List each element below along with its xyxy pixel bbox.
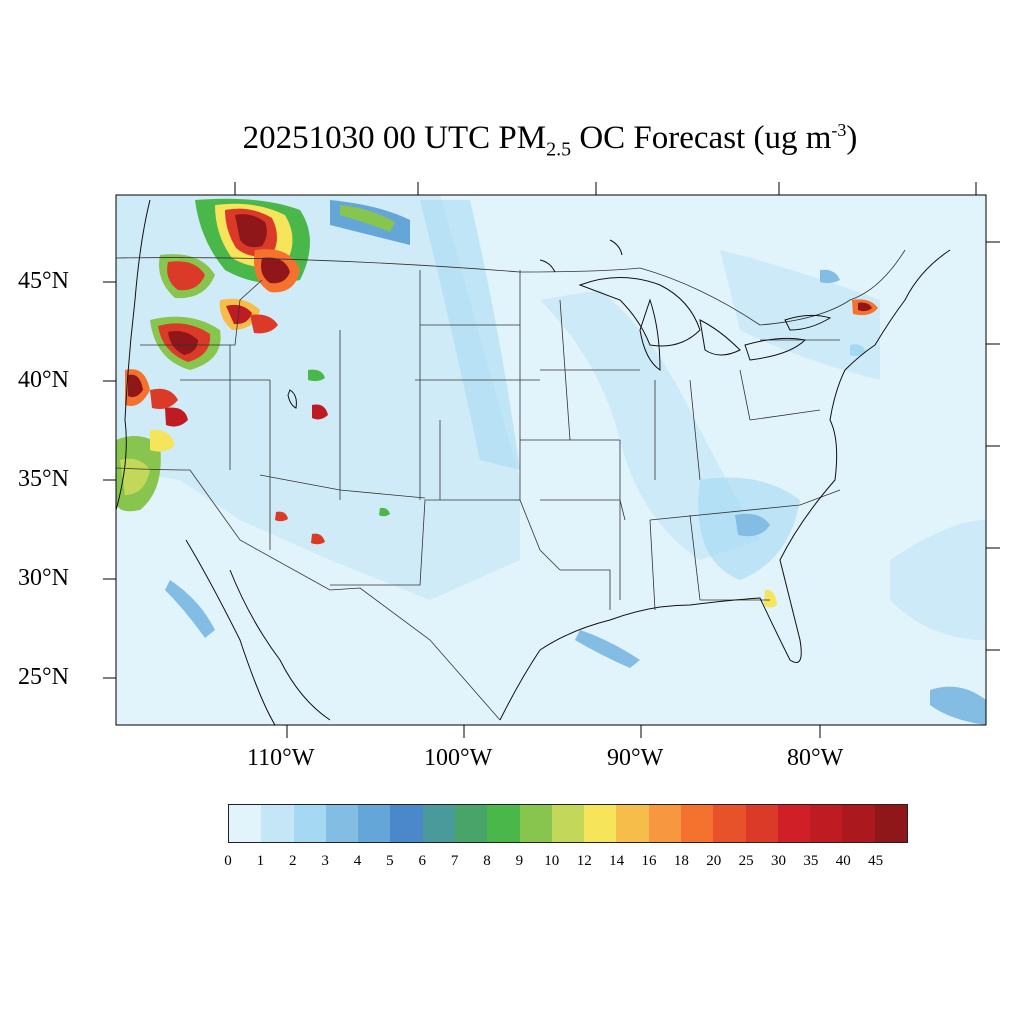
colorbar-swatch <box>777 805 811 842</box>
colorbar-swatch <box>293 805 326 842</box>
colorbar-tick-label: 2 <box>289 853 297 869</box>
title-superscript: -3 <box>831 120 847 140</box>
colorbar-swatch <box>648 805 681 842</box>
colorbar-tick-label: 0 <box>224 853 232 869</box>
colorbar-swatch <box>713 805 746 842</box>
lat-label-25: 25°N <box>18 664 69 690</box>
colorbar-swatch <box>810 805 843 842</box>
colorbar-tick-label: 3 <box>321 853 329 869</box>
colorbar-swatch <box>487 805 520 842</box>
colorbar-tick-label: 5 <box>386 853 394 869</box>
lon-label-90: 90°W <box>607 745 664 771</box>
colorbar-swatch <box>874 805 907 842</box>
colorbar-swatch <box>229 805 262 842</box>
colorbar-swatch <box>358 805 391 842</box>
colorbar-labels: 0 1 2 3 4 5 6 7 8 9 10 12 14 16 18 20 25 30 35 40 45 <box>0 853 1024 875</box>
colorbar-tick-label: 25 <box>738 853 754 869</box>
lon-label-80: 80°W <box>787 745 844 771</box>
title-prefix: 20251030 00 UTC PM <box>242 120 547 156</box>
colorbar-swatch <box>680 805 714 842</box>
colorbar-tick-label: 1 <box>256 853 265 869</box>
map-field <box>116 195 986 725</box>
title-middle: OC Forecast (ug m <box>571 120 832 156</box>
colorbar-swatch <box>261 805 294 842</box>
colorbar-swatch <box>584 805 617 842</box>
colorbar-tick-label: 20 <box>706 853 722 869</box>
colorbar-tick-label: 14 <box>609 853 625 869</box>
colorbar-swatch <box>519 805 552 842</box>
colorbar-tick-label: 45 <box>868 853 884 869</box>
colorbar-swatch <box>325 805 359 842</box>
lat-label-30: 30°N <box>18 565 69 591</box>
colorbar-swatch <box>454 805 488 842</box>
colorbar-swatch <box>842 805 875 842</box>
colorbar-tick-label: 12 <box>576 853 592 869</box>
colorbar-tick-label: 35 <box>803 853 819 869</box>
colorbar-tick-label: 6 <box>418 853 427 869</box>
lon-label-100: 100°W <box>424 745 493 771</box>
page-title: 20251030 00 UTC PM2.5 OC Forecast (ug m-… <box>0 120 1024 162</box>
colorbar-swatch <box>390 805 423 842</box>
colorbar-tick-label: 7 <box>450 853 459 869</box>
colorbar <box>228 804 908 843</box>
title-suffix: ) <box>846 120 858 156</box>
colorbar-tick-label: 9 <box>515 853 524 869</box>
lon-label-110: 110°W <box>247 745 315 771</box>
colorbar-tick-label: 8 <box>483 853 491 869</box>
colorbar-swatch <box>551 805 585 842</box>
colorbar-tick-label: 10 <box>544 853 560 869</box>
colorbar-tick-label: 4 <box>353 853 362 869</box>
lat-label-35: 35°N <box>18 466 69 492</box>
colorbar-tick-label: 16 <box>641 853 657 869</box>
colorbar-tick-label: 40 <box>835 853 851 869</box>
colorbar-tick-label: 18 <box>673 853 689 869</box>
colorbar-swatch <box>745 805 778 842</box>
lat-label-45: 45°N <box>18 268 69 294</box>
colorbar-tick-label: 30 <box>770 853 786 869</box>
map-frame <box>115 194 987 726</box>
colorbar-swatch <box>422 805 455 842</box>
colorbar-swatch <box>616 805 649 842</box>
title-subscript: 2.5 <box>546 138 572 161</box>
lat-label-40: 40°N <box>18 367 69 393</box>
